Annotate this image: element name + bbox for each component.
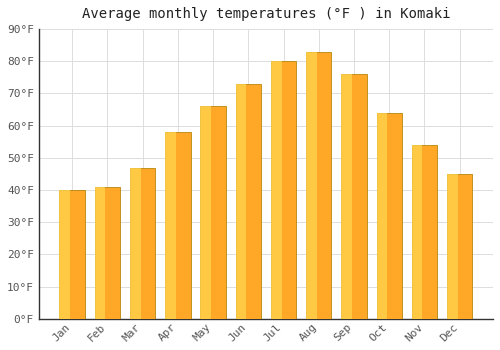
Bar bbox=[236, 84, 261, 319]
Bar bbox=[200, 106, 211, 319]
Bar bbox=[306, 51, 332, 319]
Bar bbox=[165, 132, 176, 319]
Bar bbox=[342, 74, 366, 319]
Bar bbox=[376, 113, 402, 319]
Bar bbox=[271, 61, 281, 319]
Bar bbox=[130, 168, 156, 319]
Bar bbox=[130, 168, 140, 319]
Bar bbox=[94, 187, 106, 319]
Bar bbox=[306, 51, 317, 319]
Bar bbox=[236, 84, 246, 319]
Bar bbox=[412, 145, 437, 319]
Bar bbox=[376, 113, 387, 319]
Title: Average monthly temperatures (°F ) in Komaki: Average monthly temperatures (°F ) in Ko… bbox=[82, 7, 450, 21]
Bar bbox=[200, 106, 226, 319]
Bar bbox=[412, 145, 422, 319]
Bar bbox=[60, 190, 70, 319]
Bar bbox=[447, 174, 472, 319]
Bar bbox=[165, 132, 190, 319]
Bar bbox=[94, 187, 120, 319]
Bar bbox=[271, 61, 296, 319]
Bar bbox=[342, 74, 352, 319]
Bar bbox=[447, 174, 458, 319]
Bar bbox=[60, 190, 85, 319]
